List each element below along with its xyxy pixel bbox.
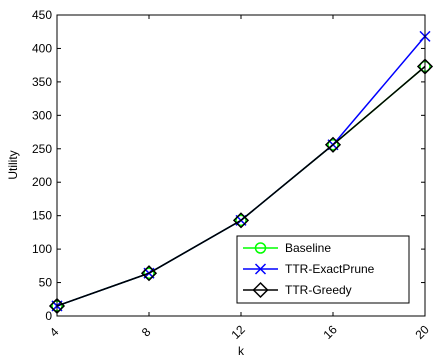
y-tick-label-200: 200 [32, 175, 52, 189]
y-tick-label-100: 100 [32, 242, 52, 256]
point-baseline-12 [235, 214, 247, 227]
y-axis-label: Utility [6, 150, 20, 179]
y-tick-label-50: 50 [39, 276, 53, 290]
legend-marker-ttr-greedy [252, 281, 269, 299]
y-tick-label-350: 350 [32, 75, 52, 89]
series-layer [48, 30, 434, 315]
series-line-ttr-greedy [56, 65, 426, 307]
y-tick-label-450: 450 [32, 8, 52, 22]
point-baseline-16 [327, 139, 339, 151]
y-tick-label-0: 0 [45, 309, 52, 323]
legend-label-ttr-greedy: TTR-Greedy [285, 283, 352, 297]
x-tick-label-20: 20 [412, 322, 432, 342]
y-tick-label-250: 250 [32, 142, 52, 156]
legend-marker-baseline [254, 242, 267, 254]
point-ttr-greedy-12 [232, 212, 250, 229]
x-axis-label: k [238, 344, 245, 358]
x-tick-label-8: 8 [139, 325, 154, 340]
y-tick-label-400: 400 [32, 41, 52, 55]
point-baseline-8 [143, 267, 155, 279]
legend-marker-ttr-exactprune-stroke-b [254, 263, 267, 275]
x-tick-label-12: 12 [228, 322, 248, 342]
y-tick-label-150: 150 [32, 209, 52, 223]
y-tick-label-300: 300 [32, 108, 52, 122]
x-tick-label-4: 4 [47, 325, 62, 340]
legend-marker-ttr-exactprune [254, 263, 267, 275]
point-ttr-greedy-8 [140, 265, 158, 282]
x-tick-label-16: 16 [320, 322, 340, 342]
legend-label-baseline: Baseline [285, 241, 331, 255]
point-ttr-greedy-16 [324, 136, 342, 153]
legend: Baseline TTR-ExactPrune TTR-Greedy [236, 235, 410, 304]
legend-label-ttr-exactprune: TTR-ExactPrune [285, 262, 375, 276]
